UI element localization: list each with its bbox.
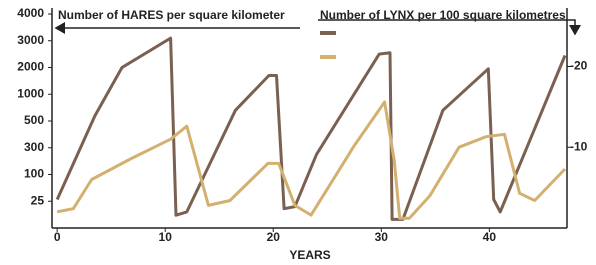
chart: Number of HARES per square kilometer Num… bbox=[0, 0, 596, 265]
x-tick-label: 10 bbox=[159, 230, 173, 244]
x-tick-label: 40 bbox=[483, 230, 497, 244]
x-axis-label: YEARS bbox=[289, 248, 330, 262]
y-tick-label: 25 bbox=[31, 193, 45, 207]
y2-tick-label: -10 bbox=[570, 139, 588, 153]
series-title: Number of LYNX per 100 square kilometres bbox=[320, 8, 566, 22]
x-tick-label: 0 bbox=[54, 230, 61, 244]
data-line bbox=[57, 38, 565, 219]
x-tick-label: 30 bbox=[375, 230, 389, 244]
y-tick-label: 500 bbox=[24, 113, 44, 127]
y-tick-label: 300 bbox=[24, 140, 44, 154]
y-tick-label: 100 bbox=[24, 167, 44, 181]
y-tick-label: 3000 bbox=[17, 33, 44, 47]
x-tick-label: 20 bbox=[267, 230, 281, 244]
y2-tick-label: -20 bbox=[570, 59, 588, 73]
series-title: Number of HARES per square kilometer bbox=[58, 8, 285, 22]
y-tick-label: 2000 bbox=[17, 60, 44, 74]
data-line bbox=[57, 102, 565, 218]
y-tick-label: 4000 bbox=[17, 6, 44, 20]
y-tick-label: 1000 bbox=[17, 86, 44, 100]
